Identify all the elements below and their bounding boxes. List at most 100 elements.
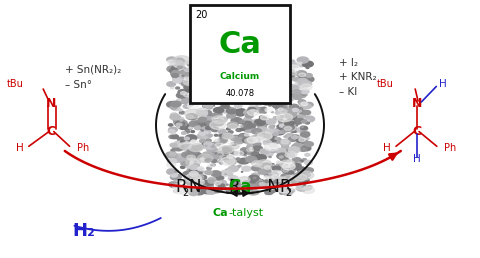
Circle shape xyxy=(180,70,190,75)
Circle shape xyxy=(222,132,227,135)
Circle shape xyxy=(172,74,179,77)
Circle shape xyxy=(275,167,280,170)
Text: N: N xyxy=(411,97,422,110)
Circle shape xyxy=(291,178,302,184)
Circle shape xyxy=(183,172,186,174)
Circle shape xyxy=(269,61,274,64)
Circle shape xyxy=(256,99,257,100)
Circle shape xyxy=(244,127,255,133)
Circle shape xyxy=(230,166,236,169)
Circle shape xyxy=(211,114,218,117)
Circle shape xyxy=(273,103,283,108)
Circle shape xyxy=(242,166,251,171)
Circle shape xyxy=(273,179,277,181)
Circle shape xyxy=(272,165,276,168)
Circle shape xyxy=(252,143,261,148)
Circle shape xyxy=(208,85,218,90)
Circle shape xyxy=(219,180,226,184)
Circle shape xyxy=(228,60,234,64)
Circle shape xyxy=(216,183,220,185)
Circle shape xyxy=(185,188,193,192)
Circle shape xyxy=(242,85,249,90)
Circle shape xyxy=(260,80,267,84)
Circle shape xyxy=(185,89,191,92)
Circle shape xyxy=(297,62,302,65)
Circle shape xyxy=(218,60,222,62)
Circle shape xyxy=(171,63,175,66)
Circle shape xyxy=(239,134,249,139)
Circle shape xyxy=(180,92,186,95)
Circle shape xyxy=(280,169,284,171)
Circle shape xyxy=(192,140,195,142)
Circle shape xyxy=(277,153,288,159)
Circle shape xyxy=(203,61,216,68)
Circle shape xyxy=(188,191,194,194)
Circle shape xyxy=(256,75,263,79)
Circle shape xyxy=(174,154,183,159)
Circle shape xyxy=(237,94,243,97)
Circle shape xyxy=(210,121,226,129)
Circle shape xyxy=(283,169,288,172)
Circle shape xyxy=(197,154,213,162)
Circle shape xyxy=(254,76,257,77)
Circle shape xyxy=(170,157,180,163)
Circle shape xyxy=(302,179,308,182)
Circle shape xyxy=(226,188,234,192)
Circle shape xyxy=(210,66,213,67)
Circle shape xyxy=(268,104,272,106)
Circle shape xyxy=(279,124,285,127)
Circle shape xyxy=(294,173,299,176)
Circle shape xyxy=(227,107,231,109)
Circle shape xyxy=(302,187,314,193)
Circle shape xyxy=(249,175,259,181)
Circle shape xyxy=(224,92,235,98)
Circle shape xyxy=(300,93,307,96)
Circle shape xyxy=(221,187,227,190)
Circle shape xyxy=(254,98,262,102)
Circle shape xyxy=(195,149,200,151)
Text: Calcium: Calcium xyxy=(220,72,260,81)
Circle shape xyxy=(218,156,223,158)
Circle shape xyxy=(194,169,203,174)
Circle shape xyxy=(199,119,207,123)
Circle shape xyxy=(273,183,277,185)
Circle shape xyxy=(239,120,244,124)
Circle shape xyxy=(173,78,182,83)
Circle shape xyxy=(233,95,240,99)
Circle shape xyxy=(210,73,212,74)
Circle shape xyxy=(213,81,223,86)
Circle shape xyxy=(259,118,264,121)
Circle shape xyxy=(176,155,180,157)
Circle shape xyxy=(228,173,233,176)
Circle shape xyxy=(258,124,266,129)
Circle shape xyxy=(196,108,207,114)
Circle shape xyxy=(269,126,275,128)
Circle shape xyxy=(170,143,177,147)
Circle shape xyxy=(221,105,228,109)
Text: -talyst: -talyst xyxy=(228,208,263,218)
Circle shape xyxy=(267,75,276,80)
Circle shape xyxy=(218,146,233,154)
Circle shape xyxy=(278,179,284,183)
Circle shape xyxy=(198,72,201,74)
Circle shape xyxy=(232,73,240,78)
Circle shape xyxy=(265,108,272,112)
Circle shape xyxy=(238,165,241,167)
Circle shape xyxy=(176,114,177,115)
Circle shape xyxy=(211,153,213,154)
Circle shape xyxy=(175,121,185,126)
Circle shape xyxy=(304,102,313,107)
Circle shape xyxy=(199,95,209,100)
Circle shape xyxy=(236,128,241,132)
Circle shape xyxy=(168,159,177,164)
Circle shape xyxy=(270,143,276,147)
Circle shape xyxy=(220,163,223,164)
Circle shape xyxy=(199,69,208,74)
Circle shape xyxy=(292,94,302,99)
Circle shape xyxy=(176,120,187,126)
Circle shape xyxy=(245,155,246,156)
Circle shape xyxy=(186,101,194,106)
Circle shape xyxy=(183,93,191,97)
Circle shape xyxy=(205,126,211,130)
Circle shape xyxy=(251,97,260,102)
